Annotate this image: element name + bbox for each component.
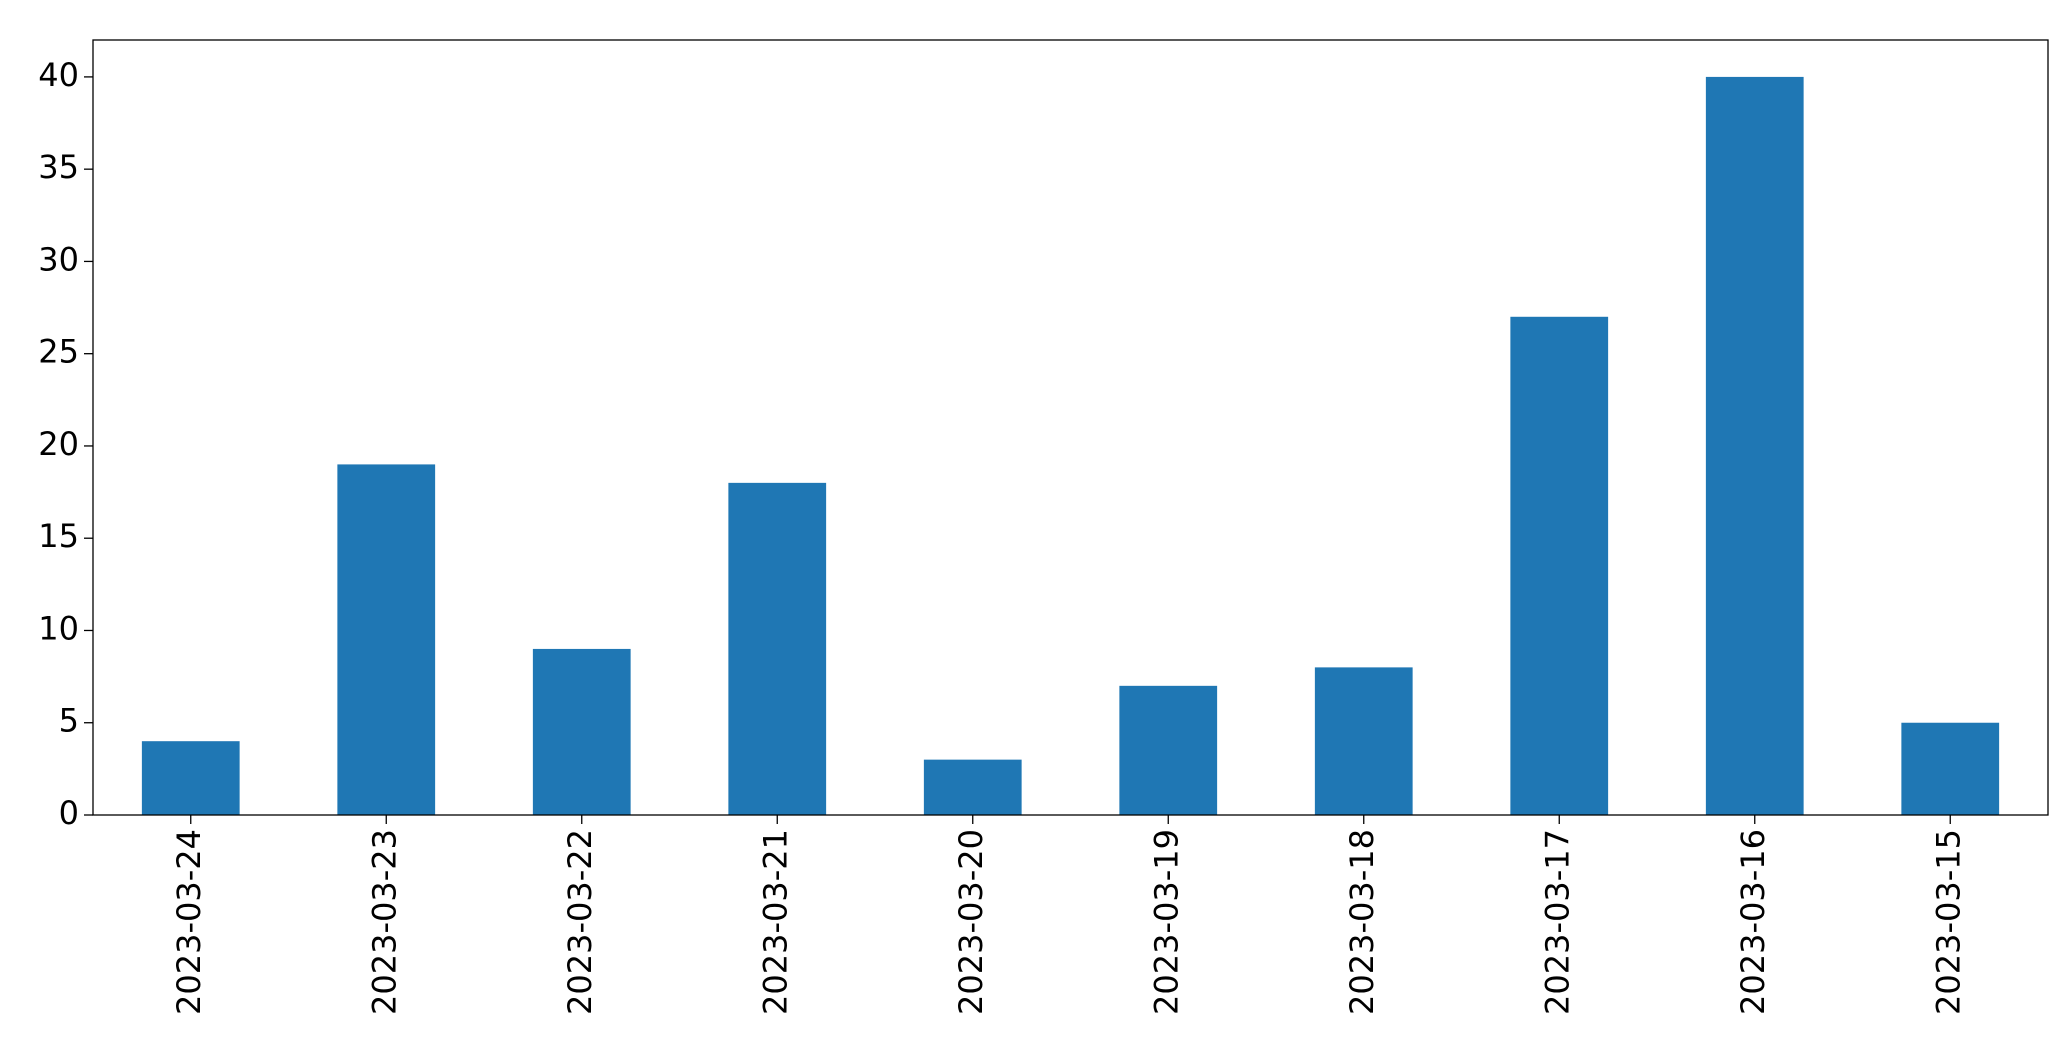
x-tick-label: 2023-03-24 xyxy=(170,829,208,1015)
x-tick-label: 2023-03-16 xyxy=(1734,829,1772,1015)
bar xyxy=(1314,667,1413,815)
x-tick-label: 2023-03-15 xyxy=(1929,829,1967,1015)
y-tick-label: 20 xyxy=(38,425,79,463)
plot-frame xyxy=(92,39,2049,816)
y-tick-label: 35 xyxy=(38,148,79,186)
bar xyxy=(923,759,1022,815)
x-tick-label: 2023-03-17 xyxy=(1538,829,1576,1015)
y-tick-label: 25 xyxy=(38,333,79,371)
bar xyxy=(1901,722,2000,815)
bar xyxy=(532,648,631,815)
bar xyxy=(1119,685,1218,815)
x-tick-label: 2023-03-22 xyxy=(561,829,599,1015)
bar xyxy=(337,464,436,815)
bar xyxy=(728,482,827,815)
x-tick-label: 2023-03-21 xyxy=(756,829,794,1015)
y-tick-label: 40 xyxy=(38,56,79,94)
bar xyxy=(1510,316,1609,815)
bar xyxy=(141,741,240,815)
y-tick-label: 10 xyxy=(38,609,79,647)
y-tick-label: 5 xyxy=(59,702,79,740)
x-tick-label: 2023-03-19 xyxy=(1147,829,1185,1015)
y-tick-label: 30 xyxy=(38,240,79,278)
y-tick-label: 15 xyxy=(38,517,79,555)
x-tick-label: 2023-03-20 xyxy=(952,829,990,1015)
bar xyxy=(1705,76,1804,815)
x-tick-label: 2023-03-18 xyxy=(1343,829,1381,1015)
y-tick-label: 0 xyxy=(59,794,79,832)
x-tick-label: 2023-03-23 xyxy=(365,829,403,1015)
